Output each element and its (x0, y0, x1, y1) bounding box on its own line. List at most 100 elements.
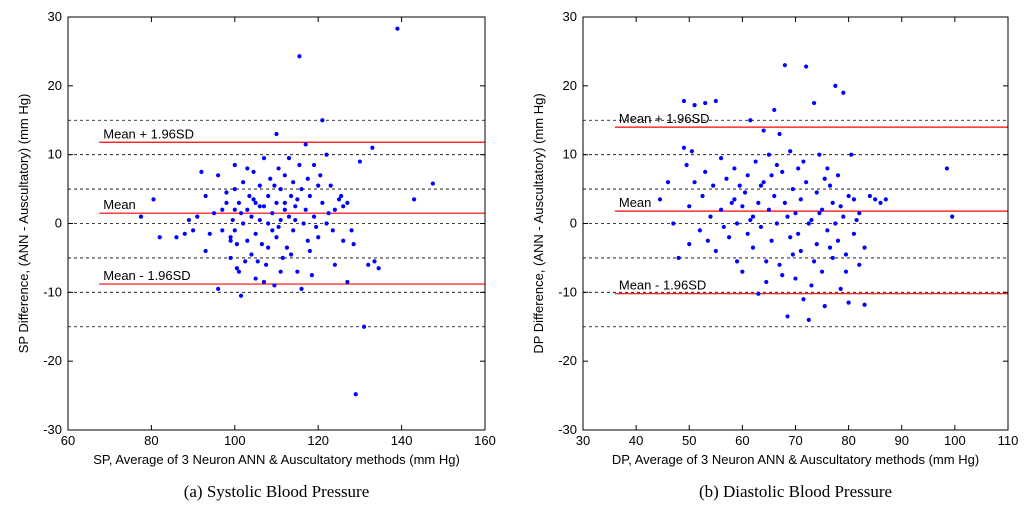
data-point (705, 238, 710, 243)
data-point (700, 193, 705, 199)
reference-line-label: Mean + 1.96SD (619, 111, 710, 126)
data-point (692, 103, 697, 108)
data-point (785, 214, 790, 219)
data-point (713, 248, 718, 254)
data-point (721, 224, 726, 230)
data-point (782, 200, 787, 205)
data-point (186, 217, 192, 223)
data-point (883, 197, 888, 202)
data-point (806, 221, 811, 226)
data-point (708, 214, 713, 219)
y-tick-label: 20 (563, 78, 577, 93)
data-point (295, 269, 300, 274)
data-point (798, 197, 803, 202)
y-tick-label: 30 (48, 9, 62, 24)
data-point (798, 248, 803, 254)
data-point (236, 269, 242, 274)
y-tick-label: 10 (48, 147, 62, 162)
data-point (257, 183, 262, 188)
data-point (288, 193, 294, 199)
data-point (278, 217, 283, 223)
data-point (804, 64, 809, 69)
data-point (182, 231, 187, 236)
data-point (247, 193, 252, 199)
data-point (846, 300, 851, 305)
data-point (944, 166, 950, 171)
data-point (790, 252, 795, 257)
data-point (257, 204, 262, 209)
data-point (766, 207, 772, 212)
data-point (817, 211, 822, 216)
data-point (756, 200, 761, 205)
x-tick-label: 40 (629, 433, 643, 448)
data-point (207, 231, 212, 236)
y-tick-label: -30 (558, 422, 577, 437)
data-point (341, 238, 346, 243)
data-point (263, 262, 269, 267)
x-tick-label: 80 (144, 433, 158, 448)
data-point (780, 273, 785, 278)
data-point (748, 118, 753, 123)
x-tick-label: 140 (391, 433, 413, 448)
data-point (819, 207, 825, 212)
data-point (769, 173, 774, 178)
data-point (692, 180, 697, 185)
data-point (430, 181, 435, 186)
data-point (761, 128, 766, 133)
data-point (878, 200, 883, 205)
x-tick-label: 60 (61, 433, 75, 448)
data-point (253, 276, 258, 281)
data-point (729, 200, 734, 205)
data-point (191, 228, 196, 233)
data-point (867, 193, 872, 199)
y-tick-label: -20 (558, 353, 577, 368)
data-point (862, 302, 867, 307)
data-point (774, 221, 780, 226)
data-point (307, 193, 312, 199)
x-axis-label: DP, Average of 3 Neuron ANN & Auscultato… (612, 452, 979, 467)
data-point (711, 183, 716, 188)
data-point (841, 90, 846, 95)
data-point (684, 162, 689, 168)
x-tick-label: 160 (474, 433, 496, 448)
data-point (261, 204, 267, 209)
data-point (772, 193, 777, 199)
data-point (286, 214, 292, 219)
data-point (303, 207, 308, 212)
data-point (785, 314, 790, 319)
data-point (243, 259, 248, 264)
data-point (764, 259, 769, 264)
data-point (266, 193, 271, 199)
data-point (950, 214, 955, 219)
data-point (734, 221, 740, 226)
data-point (873, 197, 878, 202)
data-point (825, 228, 830, 233)
data-point (353, 392, 358, 397)
data-point (234, 242, 239, 247)
data-point (676, 255, 681, 261)
data-point (291, 228, 296, 233)
data-point (745, 173, 750, 178)
data-point (309, 273, 315, 278)
y-tick-label: 10 (563, 147, 577, 162)
data-point (657, 197, 663, 202)
data-point (724, 176, 729, 181)
data-point (307, 248, 312, 254)
data-point (758, 183, 764, 188)
data-point (758, 224, 764, 230)
x-tick-label: 70 (788, 433, 802, 448)
data-point (157, 235, 162, 240)
data-point (259, 242, 265, 247)
data-point (822, 304, 827, 309)
x-tick-label: 60 (735, 433, 749, 448)
data-point (726, 235, 732, 240)
data-point (253, 200, 258, 205)
y-tick-label: 0 (55, 216, 62, 231)
data-point (703, 169, 708, 174)
data-point (801, 297, 806, 302)
x-tick-label: 100 (944, 433, 966, 448)
y-axis-label: DP Difference, (ANN - Auscultatory) (mm … (531, 93, 546, 353)
data-point (857, 211, 862, 216)
